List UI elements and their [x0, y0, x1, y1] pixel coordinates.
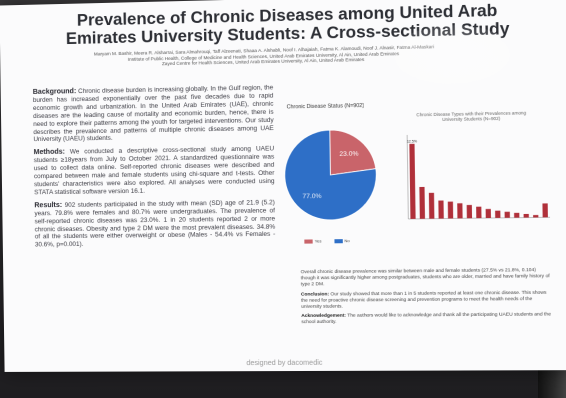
projection-screen: Prevalence of Chronic Diseases among Uni… [0, 0, 566, 372]
bar-1 [419, 187, 425, 219]
bar-0 [409, 144, 415, 219]
pie-chart-title: Chronic Disease Status (N=902) [273, 103, 377, 111]
bar-5 [457, 203, 462, 218]
right-column: Overall chronic disease prevalence was s… [301, 267, 552, 330]
bar-4 [448, 202, 453, 219]
legend-swatch-yes [304, 239, 312, 243]
background-section: Background: Chronic disease burden is in… [33, 84, 274, 144]
background-heading: Background: [33, 88, 77, 96]
bar-6 [467, 205, 472, 218]
poster-title: Prevalence of Chronic Diseases among Uni… [40, 1, 537, 49]
bar-14 [542, 203, 547, 217]
bar-3 [438, 201, 443, 219]
bar-chart: 12.5% [392, 124, 555, 262]
left-column: Background: Chronic disease burden is in… [33, 84, 276, 254]
bar-12 [524, 214, 529, 218]
acknowledgement-heading: Acknowledgement: [301, 313, 346, 318]
conclusion-heading: Conclusion: [301, 291, 329, 296]
methods-text: We conducted a descriptive cross-section… [34, 146, 275, 197]
results-section: Results: 902 students participated in th… [34, 199, 275, 250]
bar-8 [486, 209, 491, 218]
bar-y-axis [407, 135, 408, 219]
overall-text: Overall chronic disease prevalence was s… [301, 267, 551, 287]
legend-label-no: No [344, 238, 349, 243]
pie-legend: Yes No [304, 238, 349, 244]
results-text: 902 students participated in the study w… [34, 199, 275, 249]
bar-13 [533, 215, 538, 217]
bar-9 [495, 211, 500, 218]
poster-footer: designed by dacomedic [4, 359, 566, 368]
poster: Prevalence of Chronic Diseases among Uni… [0, 0, 566, 372]
results-heading: Results: [34, 202, 62, 209]
bar-10 [505, 212, 510, 218]
bar-chart-title: Chronic Disease Types with their Prevale… [392, 110, 551, 124]
acknowledgement-section: Acknowledgement: The authors would like … [301, 312, 551, 326]
methods-heading: Methods: [34, 149, 65, 157]
conclusion-text: Our study showed that more than 1 in 5 s… [301, 289, 547, 308]
author-block: Maryam M. Bashir, Meera R. Alsharrai, Sa… [79, 44, 451, 69]
pie-chart: 23.0% 77.0% [280, 111, 382, 255]
pie-label-yes: 23.0% [339, 151, 359, 158]
bar-2 [429, 193, 435, 219]
bar-11 [514, 213, 519, 218]
methods-section: Methods: We conducted a descriptive cros… [34, 146, 275, 197]
bar-value-label: 12.5% [407, 139, 417, 143]
legend-swatch-no [334, 239, 342, 243]
pie-label-no: 77.0% [302, 193, 321, 200]
bar-7 [476, 207, 481, 219]
conclusion-section: Conclusion: Our study showed that more t… [301, 289, 551, 309]
legend-label-yes: Yes [315, 238, 322, 243]
